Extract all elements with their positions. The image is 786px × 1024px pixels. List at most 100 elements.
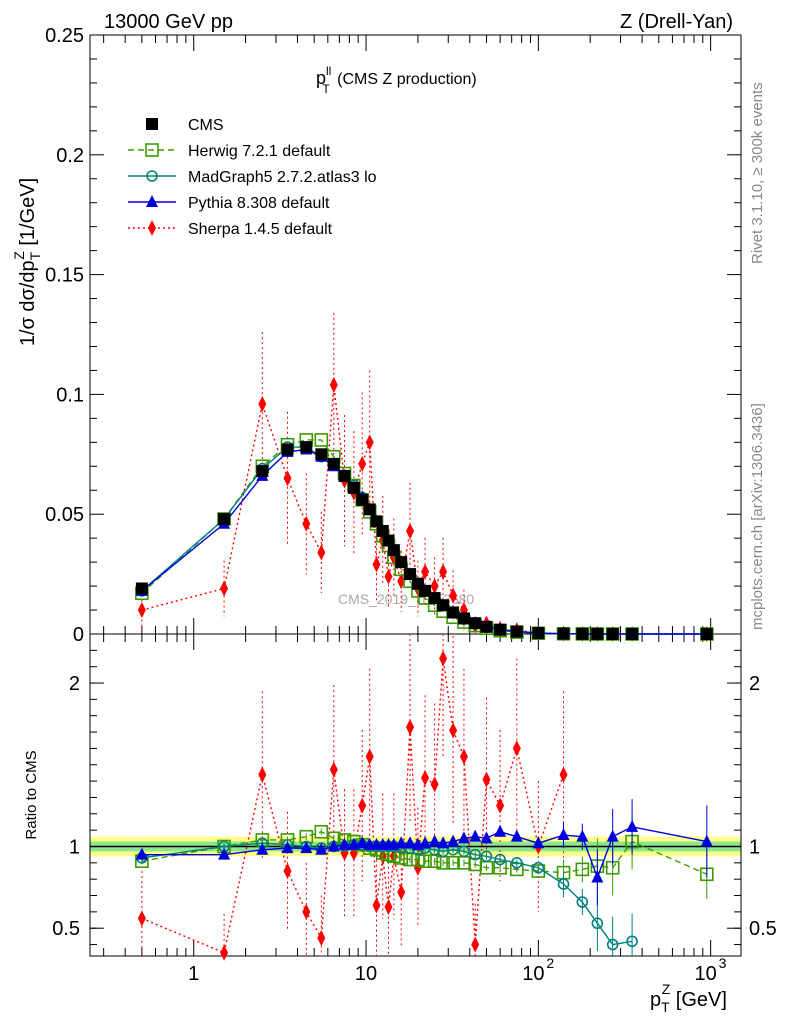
marker-triangle (437, 836, 450, 849)
y-axis-label: 1/σ dσ/dpTZ [1/GeV] (11, 178, 43, 346)
marker-open-square (145, 143, 159, 157)
marker-open-circle (494, 853, 506, 866)
xtick-label: 10 (695, 963, 717, 985)
header-left: 13000 GeV pp (104, 11, 233, 33)
marker-open-square (575, 862, 590, 877)
marker-square (315, 448, 328, 461)
marker-triangle (494, 824, 507, 837)
marker-diamond (421, 563, 430, 580)
marker-open-circle (557, 878, 570, 890)
marker-open-circle (626, 935, 638, 948)
marker-open-circle (469, 848, 481, 861)
marker-square (700, 627, 713, 640)
legend-label: CMS (188, 117, 224, 134)
marker-diamond (358, 455, 367, 472)
marker-triangle (356, 836, 369, 849)
marker-square (356, 493, 369, 506)
marker-square (338, 469, 351, 482)
marker-diamond (406, 719, 415, 736)
series-main-cms (135, 441, 713, 640)
main-ytick-label: 0.1 (56, 384, 84, 406)
main-ytick-label: 0 (73, 624, 84, 646)
xtick-label: 10 (522, 963, 544, 985)
marker-square (480, 620, 493, 633)
marker-diamond (137, 910, 146, 927)
marker-diamond (512, 740, 521, 757)
marker-open-square (314, 433, 329, 447)
marker-square (576, 627, 589, 640)
marker-diamond (471, 936, 480, 953)
marker-open-circle (458, 845, 470, 858)
marker-diamond (449, 722, 458, 739)
marker-square (146, 118, 158, 130)
mcplots-label: mcplots.cern.ch [arXiv:1306.3436] (749, 403, 766, 630)
ratio-frame (89, 633, 742, 957)
marker-diamond (430, 776, 439, 793)
marker-diamond (496, 797, 505, 814)
legend-label: MadGraph5 2.7.2.atlas3 lo (188, 169, 377, 186)
marker-diamond (372, 556, 381, 573)
xtick-label-exp: 2 (546, 955, 554, 971)
ratio-ytick-label-right: 0.5 (749, 918, 777, 940)
marker-triangle (218, 847, 231, 860)
marker-triangle (256, 842, 269, 855)
marker-diamond (449, 587, 458, 604)
marker-square (135, 582, 148, 595)
marker-diamond (365, 748, 374, 765)
main-ytick-label: 0.15 (45, 265, 84, 287)
marker-square (457, 612, 470, 625)
marker-triangle (300, 841, 313, 854)
marker-diamond (137, 602, 146, 619)
marker-diamond (220, 944, 229, 961)
marker-triangle (469, 829, 482, 842)
xtick-label: 1 (188, 963, 199, 985)
legend-label: Sherpa 1.4.5 default (188, 221, 333, 238)
marker-triangle (510, 829, 523, 842)
x-axis-label: pTZ [GeV] (650, 981, 727, 1015)
marker-open-circle (591, 917, 604, 930)
marker-square (370, 515, 383, 528)
marker-open-square (387, 849, 401, 864)
marker-diamond (421, 769, 430, 786)
marker-diamond (358, 797, 367, 814)
series-line (141, 439, 707, 635)
ratio-ytick-label-right: 2 (749, 673, 760, 695)
marker-diamond (397, 573, 406, 590)
marker-open-square (446, 856, 460, 870)
plot-title: pll T (CMS Z production) (316, 64, 477, 96)
legend-label: Pythia 8.308 default (188, 195, 330, 212)
marker-square (606, 627, 619, 640)
ratio-y-label: Ratio to CMS (23, 750, 40, 839)
marker-triangle (626, 819, 639, 832)
marker-square (557, 627, 570, 640)
marker-square (437, 599, 450, 612)
marker-diamond (459, 748, 468, 765)
marker-triangle (480, 831, 493, 844)
marker-triangle (700, 834, 713, 847)
marker-square (447, 606, 460, 619)
xtick-label-exp: 3 (719, 955, 727, 971)
marker-triangle (404, 836, 417, 849)
main-ytick-label: 0.2 (56, 145, 84, 167)
marker-triangle (135, 847, 148, 860)
marker-diamond (397, 884, 406, 901)
marker-square (256, 465, 269, 478)
marker-square (626, 627, 639, 640)
marker-open-circle (511, 857, 523, 869)
xtick-label: 10 (355, 963, 377, 985)
legend-item-pythia: Pythia 8.308 default (128, 195, 330, 212)
marker-diamond (302, 515, 311, 532)
marker-square (419, 584, 432, 597)
header-right: Z (Drell-Yan) (620, 11, 733, 33)
legend-item-cms: CMS (146, 117, 224, 134)
marker-triangle (395, 836, 408, 849)
marker-square (494, 623, 507, 636)
ratio-ytick-label: 0.5 (52, 918, 80, 940)
main-ytick-label: 0.05 (45, 504, 84, 526)
marker-diamond (148, 220, 156, 236)
marker-diamond (283, 863, 292, 880)
marker-square (300, 441, 313, 454)
marker-diamond (384, 568, 393, 585)
marker-diamond (302, 903, 311, 920)
marker-diamond (283, 470, 292, 487)
